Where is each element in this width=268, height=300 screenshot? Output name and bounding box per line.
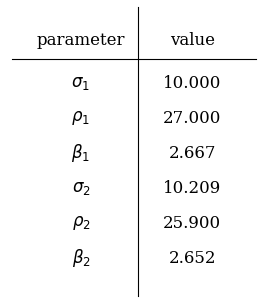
Text: value: value [170, 32, 215, 49]
Text: $\sigma_1$: $\sigma_1$ [72, 75, 90, 92]
Text: 10.209: 10.209 [163, 180, 221, 197]
Text: 25.900: 25.900 [163, 215, 221, 232]
Text: 2.667: 2.667 [169, 145, 216, 162]
Text: $\sigma_2$: $\sigma_2$ [72, 180, 90, 197]
Text: 2.652: 2.652 [169, 250, 216, 267]
Text: parameter: parameter [37, 32, 125, 49]
Text: 10.000: 10.000 [163, 75, 222, 92]
Text: 27.000: 27.000 [163, 110, 222, 127]
Text: $\rho_2$: $\rho_2$ [72, 214, 90, 232]
Text: $\beta_2$: $\beta_2$ [72, 248, 90, 269]
Text: $\rho_1$: $\rho_1$ [72, 109, 90, 127]
Text: $\beta_1$: $\beta_1$ [72, 142, 91, 164]
